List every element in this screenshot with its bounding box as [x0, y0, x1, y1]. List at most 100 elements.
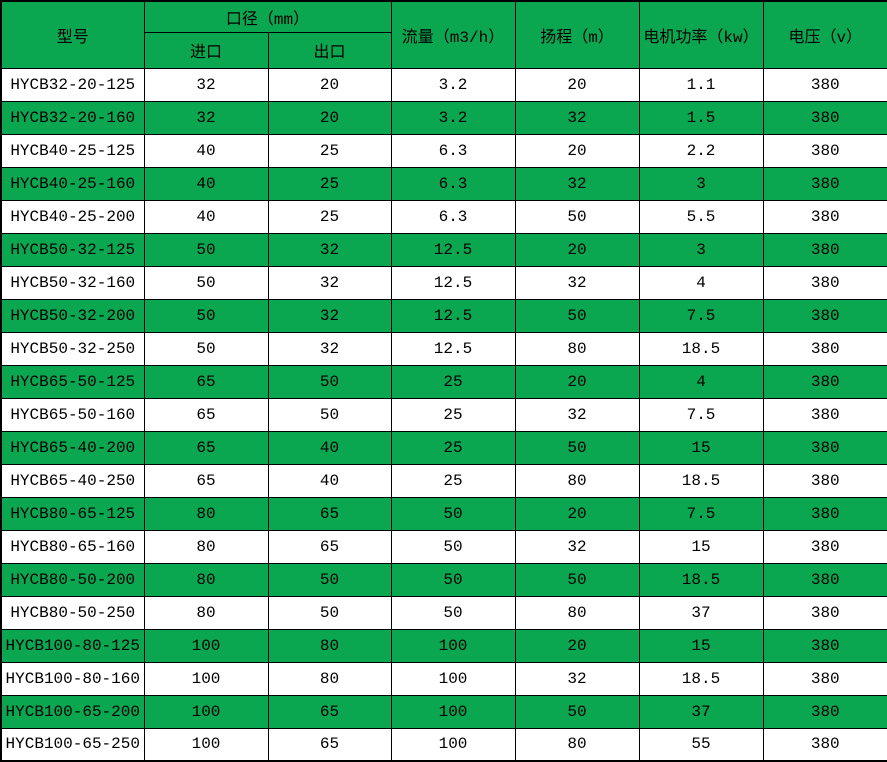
cell-inlet: 40 — [143, 133, 269, 168]
cell-inlet: 100 — [143, 694, 269, 729]
table-row: HYCB100-80-125 100 80 100 20 15 380 — [0, 628, 887, 663]
cell-model: HYCB32-20-125 — [0, 67, 145, 102]
cell-inlet: 50 — [143, 232, 269, 267]
cell-power: 7.5 — [638, 397, 764, 432]
cell-outlet: 65 — [267, 727, 392, 762]
cell-outlet: 65 — [267, 529, 392, 564]
cell-head: 20 — [514, 232, 640, 267]
cell-flow: 50 — [390, 496, 516, 531]
cell-head: 50 — [514, 298, 640, 333]
cell-outlet: 32 — [267, 331, 392, 366]
cell-outlet: 25 — [267, 133, 392, 168]
cell-outlet: 80 — [267, 628, 392, 663]
cell-model: HYCB40-25-125 — [0, 133, 145, 168]
cell-voltage: 380 — [762, 727, 887, 762]
table-row: HYCB50-32-125 50 32 12.5 20 3 380 — [0, 232, 887, 267]
cell-voltage: 380 — [762, 694, 887, 729]
cell-model: HYCB40-25-200 — [0, 199, 145, 234]
cell-power: 2.2 — [638, 133, 764, 168]
cell-inlet: 65 — [143, 397, 269, 432]
cell-voltage: 380 — [762, 397, 887, 432]
cell-power: 1.1 — [638, 67, 764, 102]
header-model: 型号 — [0, 0, 145, 69]
cell-flow: 12.5 — [390, 298, 516, 333]
cell-outlet: 25 — [267, 166, 392, 201]
cell-head: 32 — [514, 529, 640, 564]
table-row: HYCB40-25-200 40 25 6.3 50 5.5 380 — [0, 199, 887, 234]
cell-power: 18.5 — [638, 562, 764, 597]
cell-outlet: 40 — [267, 430, 392, 465]
cell-power: 37 — [638, 595, 764, 630]
cell-flow: 25 — [390, 397, 516, 432]
table-header: 型号 口径（mm） 流量（m3/h） 扬程（m） 电机功率（kw） 电压（v） … — [0, 0, 887, 69]
cell-power: 18.5 — [638, 463, 764, 498]
cell-power: 5.5 — [638, 199, 764, 234]
cell-model: HYCB50-32-200 — [0, 298, 145, 333]
cell-power: 55 — [638, 727, 764, 762]
cell-power: 4 — [638, 364, 764, 399]
cell-head: 20 — [514, 364, 640, 399]
cell-flow: 50 — [390, 529, 516, 564]
table-row: HYCB80-65-160 80 65 50 32 15 380 — [0, 529, 887, 564]
cell-flow: 100 — [390, 661, 516, 696]
cell-inlet: 50 — [143, 331, 269, 366]
cell-voltage: 380 — [762, 166, 887, 201]
cell-voltage: 380 — [762, 298, 887, 333]
cell-power: 1.5 — [638, 100, 764, 135]
cell-outlet: 50 — [267, 595, 392, 630]
cell-head: 32 — [514, 166, 640, 201]
cell-power: 18.5 — [638, 661, 764, 696]
header-caliber-group: 口径（mm） — [143, 0, 392, 33]
cell-model: HYCB32-20-160 — [0, 100, 145, 135]
cell-inlet: 32 — [143, 67, 269, 102]
cell-power: 7.5 — [638, 496, 764, 531]
table-row: HYCB32-20-125 32 20 3.2 20 1.1 380 — [0, 67, 887, 102]
cell-voltage: 380 — [762, 364, 887, 399]
cell-head: 80 — [514, 595, 640, 630]
table-row: HYCB80-50-250 80 50 50 80 37 380 — [0, 595, 887, 630]
cell-flow: 12.5 — [390, 331, 516, 366]
cell-model: HYCB65-40-250 — [0, 463, 145, 498]
table-row: HYCB40-25-125 40 25 6.3 20 2.2 380 — [0, 133, 887, 168]
header-row-sub: 进口 出口 — [1, 31, 887, 69]
cell-flow: 12.5 — [390, 232, 516, 267]
cell-inlet: 80 — [143, 496, 269, 531]
cell-head: 50 — [514, 694, 640, 729]
cell-inlet: 100 — [143, 628, 269, 663]
cell-model: HYCB80-50-250 — [0, 595, 145, 630]
cell-inlet: 40 — [143, 166, 269, 201]
cell-voltage: 380 — [762, 595, 887, 630]
cell-outlet: 40 — [267, 463, 392, 498]
cell-model: HYCB100-65-200 — [0, 694, 145, 729]
cell-model: HYCB50-32-125 — [0, 232, 145, 267]
cell-model: HYCB65-50-160 — [0, 397, 145, 432]
table-row: HYCB80-65-125 80 65 50 20 7.5 380 — [0, 496, 887, 531]
cell-power: 18.5 — [638, 331, 764, 366]
cell-voltage: 380 — [762, 232, 887, 267]
cell-flow: 12.5 — [390, 265, 516, 300]
header-head: 扬程（m） — [514, 0, 640, 69]
cell-power: 3 — [638, 166, 764, 201]
table-row: HYCB100-80-160 100 80 100 32 18.5 380 — [0, 661, 887, 696]
cell-flow: 100 — [390, 727, 516, 762]
cell-head: 20 — [514, 133, 640, 168]
cell-head: 32 — [514, 100, 640, 135]
cell-head: 50 — [514, 562, 640, 597]
cell-voltage: 380 — [762, 628, 887, 663]
cell-inlet: 80 — [143, 595, 269, 630]
cell-inlet: 50 — [143, 265, 269, 300]
header-voltage: 电压（v） — [762, 0, 887, 69]
cell-model: HYCB40-25-160 — [0, 166, 145, 201]
cell-outlet: 25 — [267, 199, 392, 234]
cell-head: 80 — [514, 727, 640, 762]
cell-inlet: 40 — [143, 199, 269, 234]
cell-inlet: 32 — [143, 100, 269, 135]
cell-voltage: 380 — [762, 331, 887, 366]
cell-head: 80 — [514, 463, 640, 498]
cell-flow: 25 — [390, 463, 516, 498]
header-power: 电机功率（kw） — [638, 0, 764, 69]
cell-inlet: 65 — [143, 364, 269, 399]
cell-voltage: 380 — [762, 430, 887, 465]
cell-voltage: 380 — [762, 562, 887, 597]
